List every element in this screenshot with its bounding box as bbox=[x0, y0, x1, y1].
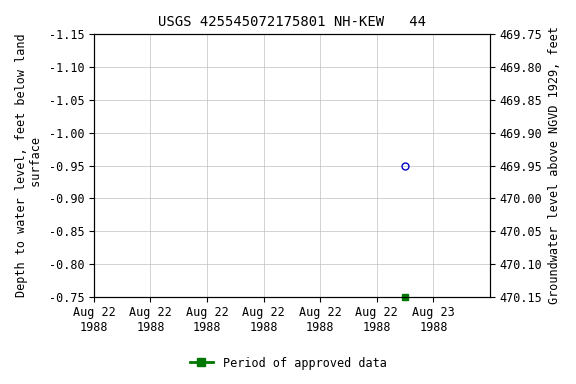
Title: USGS 425545072175801 NH-KEW   44: USGS 425545072175801 NH-KEW 44 bbox=[158, 15, 426, 29]
Legend: Period of approved data: Period of approved data bbox=[185, 352, 391, 374]
Y-axis label: Depth to water level, feet below land
 surface: Depth to water level, feet below land su… bbox=[15, 34, 43, 297]
Y-axis label: Groundwater level above NGVD 1929, feet: Groundwater level above NGVD 1929, feet bbox=[548, 26, 561, 305]
